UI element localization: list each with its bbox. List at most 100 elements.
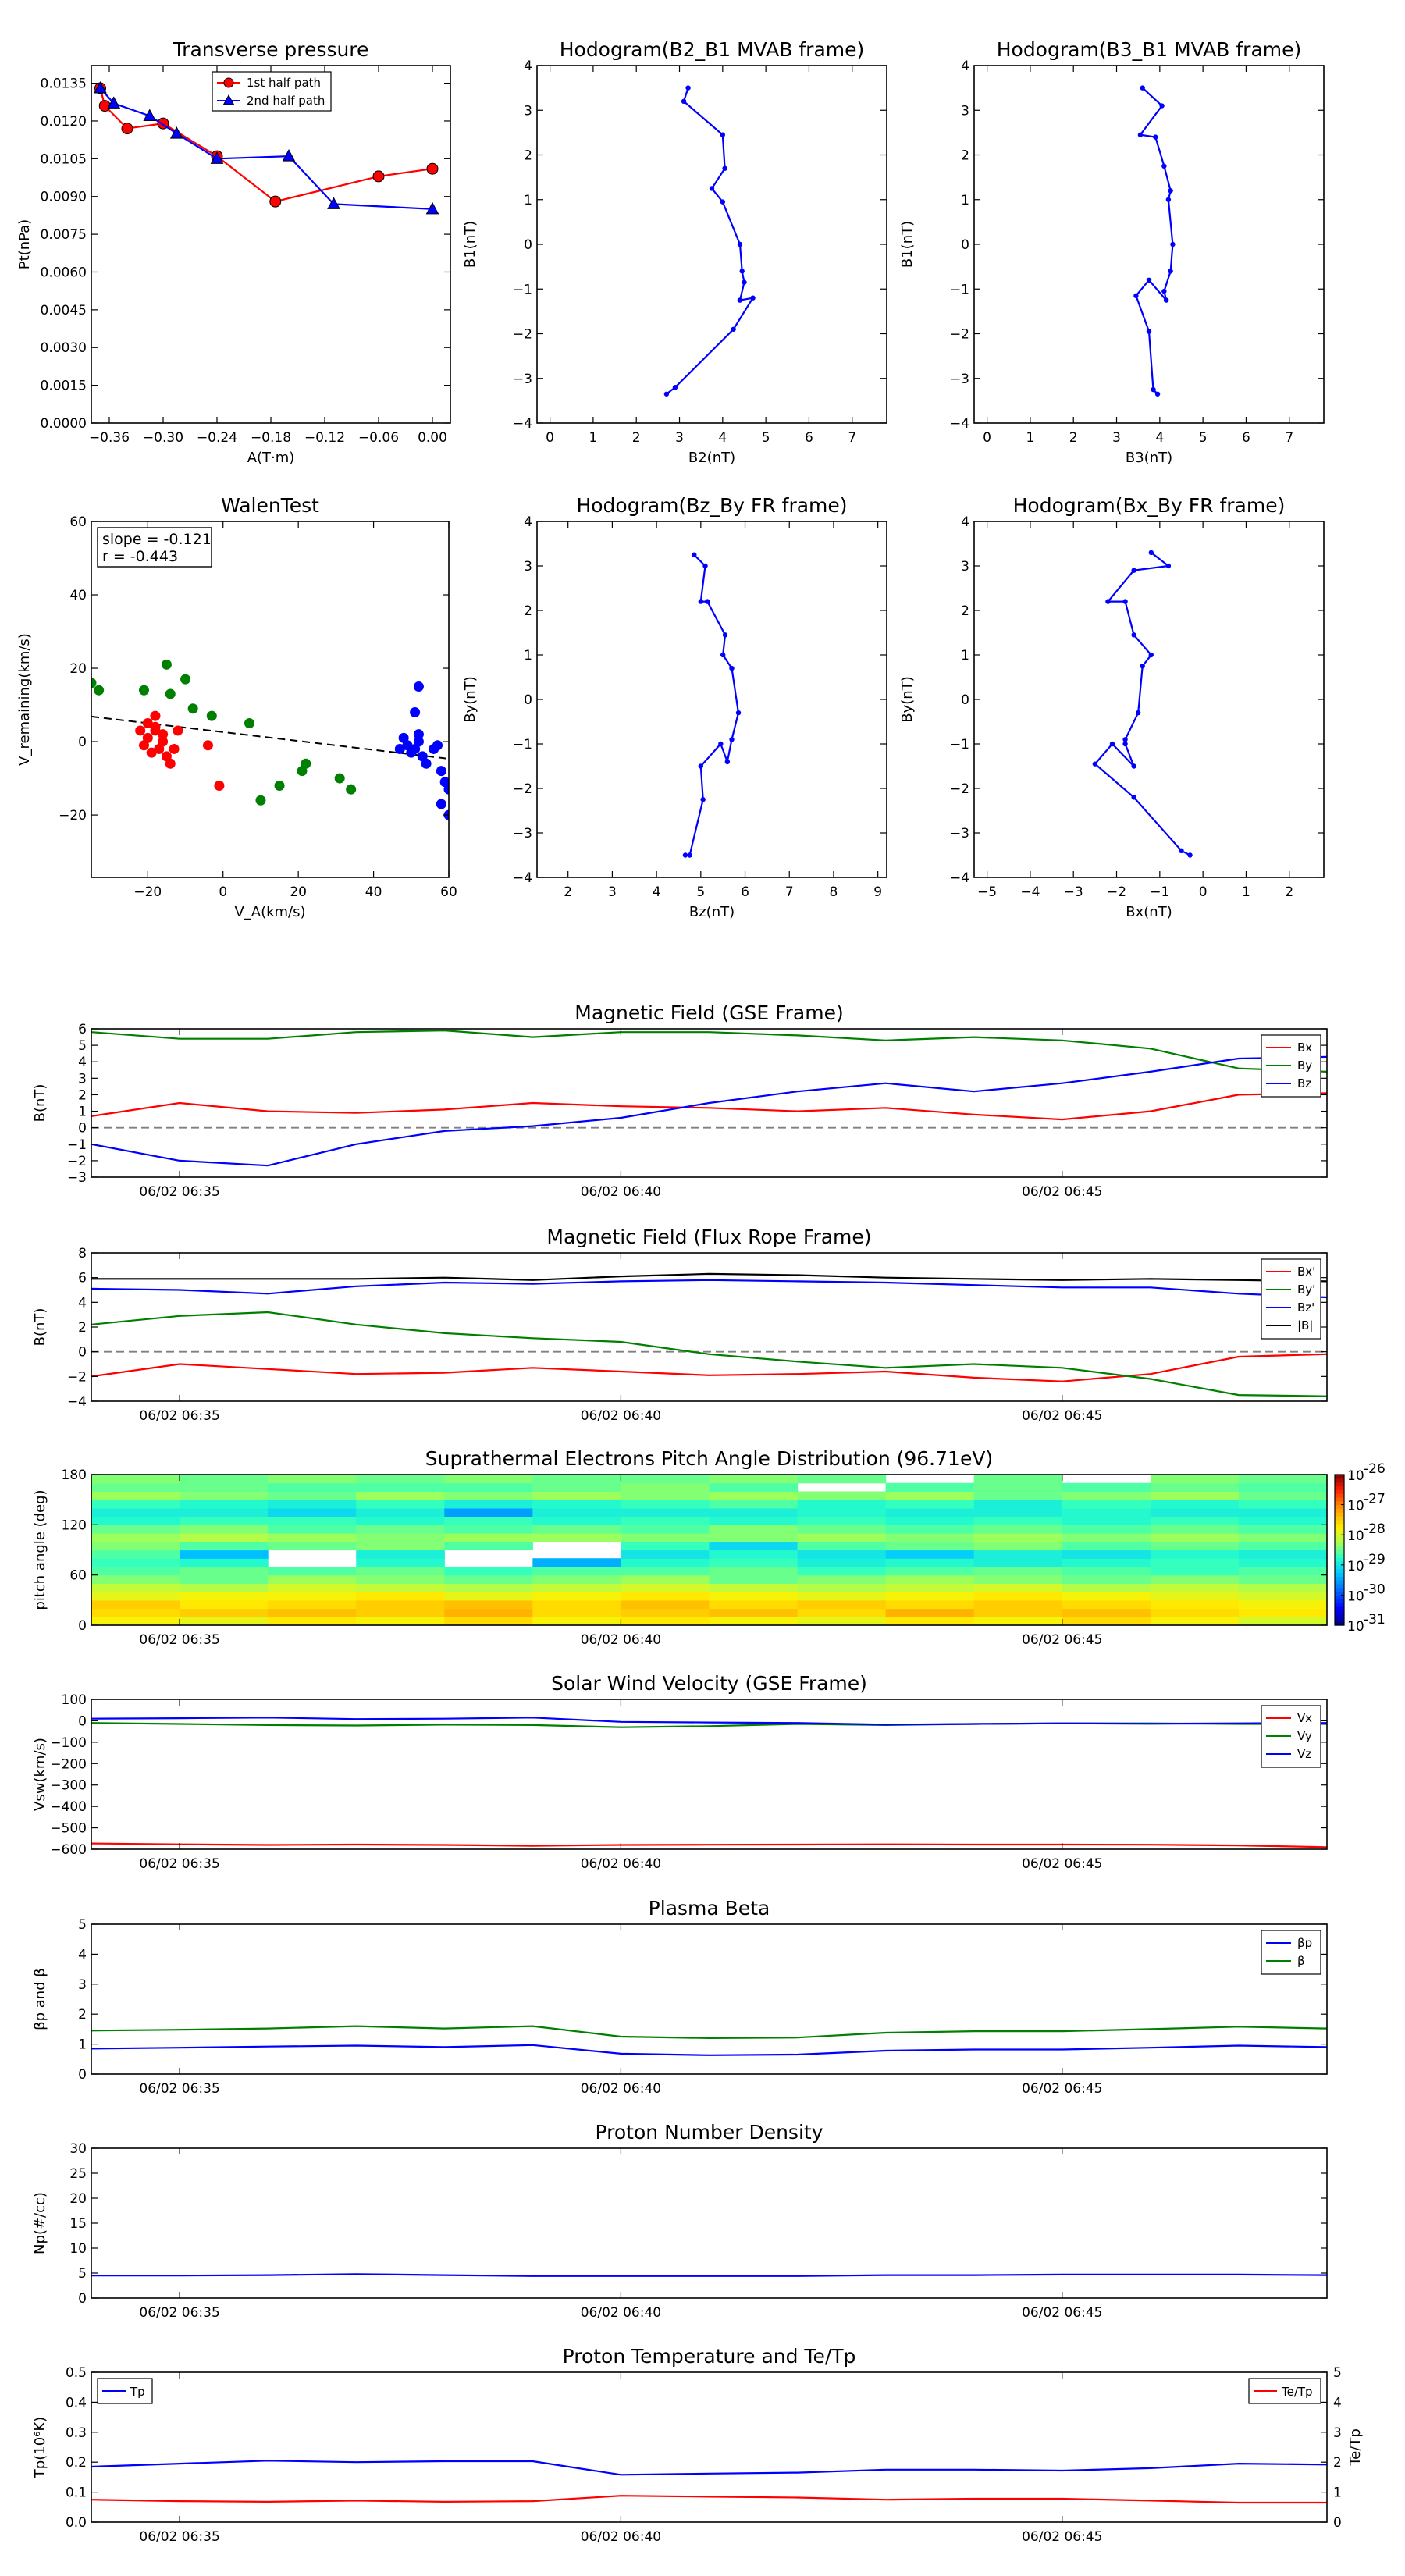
colorbar-segment [1335, 1550, 1344, 1554]
heatmap-cell [180, 1550, 269, 1559]
legend-label: Bx [1297, 1041, 1312, 1055]
x-tick-label: −2 [1107, 884, 1126, 900]
series-line-By' [91, 1311, 1327, 1397]
y-axis-label: βp and β [32, 1968, 48, 2030]
heatmap-cell [709, 1541, 799, 1551]
annotation-line: slope = -0.121 [102, 531, 212, 548]
right-y-axis-label: Te/Tp [1347, 2428, 1364, 2467]
plot-area [91, 659, 449, 820]
hodogram-point [1133, 293, 1139, 299]
heatmap-cell [709, 1482, 799, 1493]
heatmap-cell [1238, 1533, 1327, 1542]
y-tick-label: 120 [62, 1517, 87, 1533]
heatmap-cell [797, 1617, 887, 1625]
heatmap-cell [1062, 1566, 1151, 1576]
heatmap-cell [1150, 1608, 1240, 1617]
heatmap-cell [973, 1541, 1063, 1551]
heatmap-cell [268, 1617, 357, 1625]
heatmap-cell [532, 1608, 622, 1617]
y-tick-label: 4 [524, 514, 532, 530]
heatmap-cell [356, 1500, 445, 1509]
chart-8: Suprathermal Electrons Pitch Angle Distr… [32, 1447, 1385, 1648]
y-tick-label: 180 [62, 1468, 87, 1483]
heatmap-cell [91, 1558, 180, 1567]
heatmap-cell [1238, 1592, 1327, 1601]
heatmap-cell [268, 1507, 357, 1517]
chart-title: Suprathermal Electrons Pitch Angle Distr… [425, 1447, 993, 1470]
scatter-point-green [180, 674, 191, 685]
heatmap-cell [621, 1592, 710, 1601]
heatmap-cell [709, 1558, 799, 1567]
heatmap-cell [180, 1608, 269, 1617]
series-line-Te/Tp [91, 2495, 1327, 2504]
x-tick-label: 06/02 06:45 [1022, 2081, 1102, 2097]
chart-title: Solar Wind Velocity (GSE Frame) [551, 1672, 867, 1695]
heatmap-cell [621, 1574, 710, 1584]
y-axis-label: B(nT) [32, 1308, 48, 1347]
heatmap-cell [1062, 1491, 1151, 1500]
heatmap-cell [709, 1617, 799, 1625]
colorbar-segment [1335, 1546, 1344, 1551]
heatmap-cell [91, 1525, 180, 1534]
y-tick-label: 25 [69, 2166, 87, 2182]
heatmap-cell [356, 1566, 445, 1576]
x-tick-label: −3 [1064, 884, 1083, 900]
data-marker-triangle [425, 201, 439, 215]
colorbar-segment [1335, 1493, 1344, 1498]
x-tick-label: −5 [977, 884, 997, 900]
heatmap-cell [1062, 1507, 1151, 1517]
heatmap-cell [444, 1491, 533, 1500]
heatmap-cell [709, 1475, 799, 1484]
heatmap-cell [91, 1550, 180, 1559]
colorbar-segment [1335, 1523, 1344, 1528]
heatmap-cell [1238, 1475, 1327, 1484]
data-marker-circle [372, 170, 385, 183]
heatmap-cell [973, 1482, 1063, 1493]
legend-label: Bz' [1297, 1300, 1314, 1315]
x-axis-label: B3(nT) [1126, 450, 1172, 466]
heatmap-cell [621, 1541, 710, 1551]
y-tick-label: 1 [961, 193, 969, 208]
colorbar-segment [1335, 1527, 1344, 1532]
heatmap-cell [444, 1507, 533, 1517]
legend-label: Vx [1297, 1711, 1312, 1725]
hodogram-point [705, 599, 710, 604]
heatmap-cell [885, 1516, 975, 1525]
y-tick-label: 20 [69, 661, 87, 677]
heatmap-cell [268, 1491, 357, 1500]
colorbar-tick-exponent: -30 [1364, 1582, 1385, 1597]
heatmap-cell [709, 1533, 799, 1542]
heatmap-cell [797, 1525, 887, 1534]
scatter-point-green [334, 773, 345, 784]
x-tick-label: 6 [1242, 430, 1250, 446]
legend-label: Bz [1297, 1076, 1311, 1091]
series-line-Bx_By [1094, 552, 1191, 856]
legend-label: β [1297, 1954, 1305, 1968]
heatmap-cell [973, 1500, 1063, 1509]
x-tick-label: 06/02 06:40 [581, 1856, 661, 1872]
colorbar-tick-label: 10 [1347, 1468, 1364, 1484]
scatter-point-red [154, 743, 165, 754]
series-line-2nd half path [99, 87, 433, 210]
x-tick-label: 3 [1112, 430, 1121, 446]
y-tick-label: 4 [961, 514, 969, 530]
x-tick-label: 7 [848, 430, 856, 446]
chart-4: Hodogram(Bz_By FR frame) 2 3 4 5 6 7 8 9 −4 −3 −2 −1… [462, 494, 887, 920]
x-tick-label: 0 [546, 430, 554, 446]
heatmap-cell [621, 1608, 710, 1617]
colorbar-segment [1335, 1516, 1344, 1521]
legend-label: 2nd half path [247, 94, 325, 108]
chart-title: Hodogram(Bx_By FR frame) [1013, 494, 1286, 517]
y-tick-label: −2 [513, 781, 532, 797]
heatmap-cell [532, 1525, 622, 1534]
heatmap-cell [885, 1566, 975, 1576]
plot-area [91, 2273, 1327, 2277]
heatmap-cell [356, 1475, 445, 1484]
heatmap-cell [1238, 1566, 1327, 1576]
y-tick-label: 2 [524, 603, 532, 619]
colorbar-segment [1335, 1557, 1344, 1562]
hodogram-point [1148, 550, 1154, 556]
legend-label: 1st half path [247, 76, 321, 90]
y-tick-label: 2 [524, 148, 532, 164]
y-tick-label: 0 [78, 1345, 87, 1361]
